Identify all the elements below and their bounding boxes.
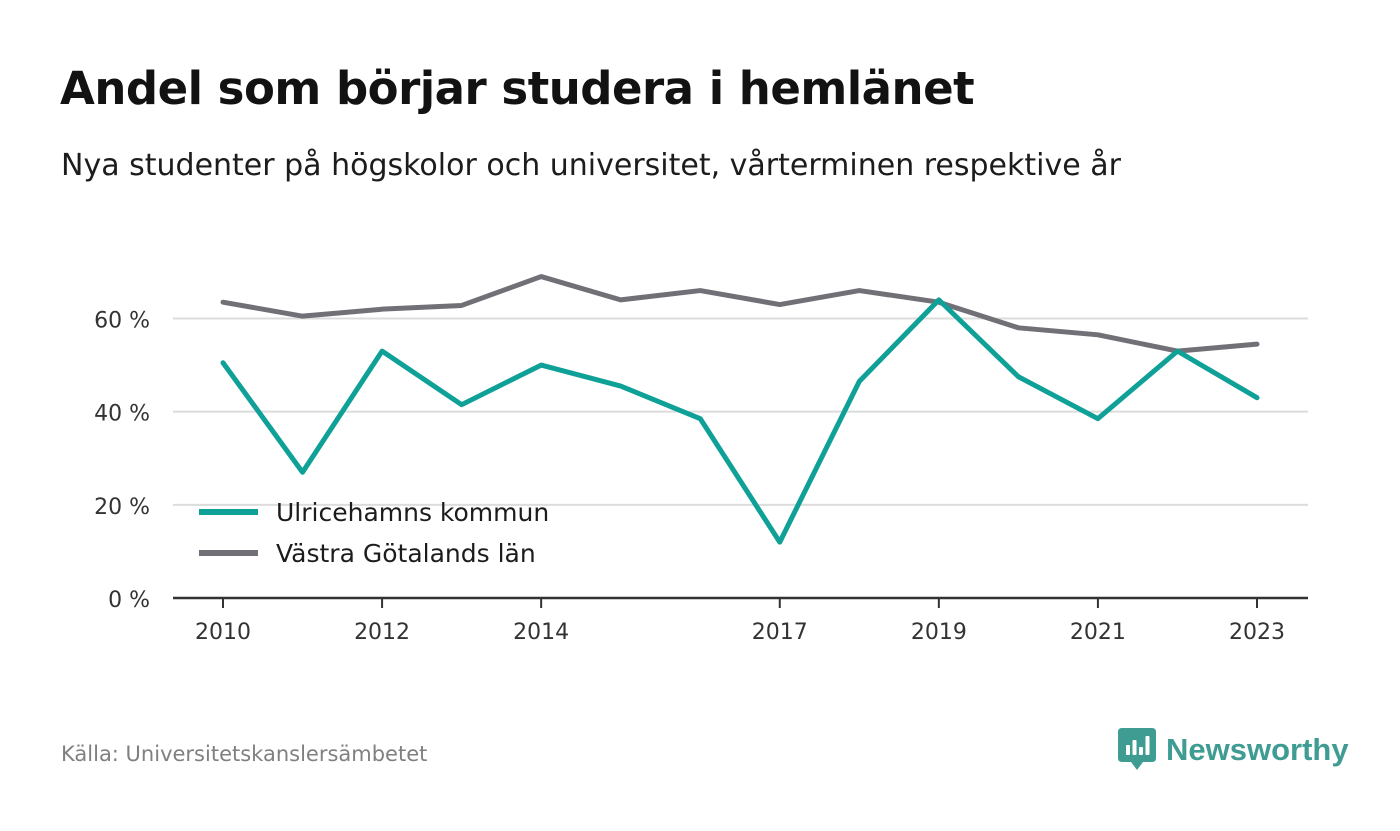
legend: Ulricehamns kommun Västra Götalands län — [199, 498, 549, 568]
y-tick-label: 60 % — [94, 309, 150, 334]
y-tick-label: 20 % — [94, 495, 150, 520]
x-tick-label: 2021 — [1070, 620, 1126, 645]
chart-title: Andel som börjar studera i hemlänet — [60, 62, 975, 115]
x-tick-label: 2010 — [195, 620, 251, 645]
source-note: Källa: Universitetskanslersämbetet — [61, 742, 428, 766]
x-tick-label: 2017 — [752, 620, 808, 645]
newsworthy-logo-icon — [1118, 728, 1156, 770]
legend-label: Ulricehamns kommun — [276, 498, 549, 527]
x-tick-label: 2023 — [1229, 620, 1285, 645]
series-line-0 — [220, 297, 1260, 545]
x-tick-label: 2012 — [354, 620, 410, 645]
brand-name: Newsworthy — [1166, 732, 1349, 767]
chart-subtitle: Nya studenter på högskolor och universit… — [61, 148, 1121, 183]
series-line-1 — [220, 274, 1260, 354]
y-axis-ticks: 0 % 20 % 40 % 60 % — [94, 309, 150, 614]
x-axis: 2010 2012 2014 2017 2019 2021 2023 — [173, 596, 1308, 645]
series-lines — [220, 274, 1260, 545]
legend-label: Västra Götalands län — [276, 539, 536, 568]
x-tick-label: 2014 — [513, 620, 569, 645]
x-tick-label: 2019 — [911, 620, 967, 645]
brand-logo: Newsworthy — [1118, 728, 1349, 772]
y-tick-label: 40 % — [94, 402, 150, 427]
grid-lines — [173, 317, 1308, 506]
y-tick-label: 0 % — [108, 588, 150, 613]
